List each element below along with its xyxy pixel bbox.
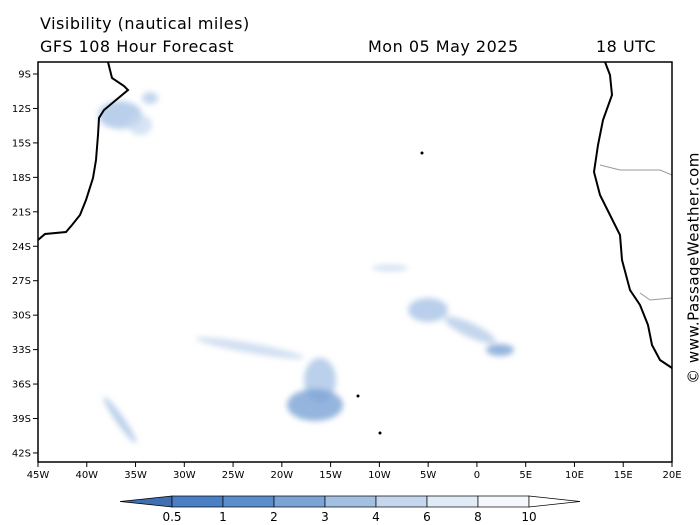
date: Mon 05 May 2025 xyxy=(368,37,519,56)
map-frame xyxy=(37,61,673,463)
lat-label: 27S xyxy=(12,276,31,287)
lon-label: 0 xyxy=(474,470,480,481)
coastline-south-america xyxy=(38,62,130,241)
lat-label: 30S xyxy=(12,311,31,322)
lat-label: 12S xyxy=(12,104,31,115)
lon-label: 10E xyxy=(565,470,584,481)
border xyxy=(639,292,672,301)
island xyxy=(356,394,360,398)
legend: 0.5 1 2 3 4 6 8 10 xyxy=(119,495,581,524)
watermark: © www.PassageWeather.com xyxy=(685,152,700,384)
lat-label: 9S xyxy=(18,70,31,81)
lat-label: 21S xyxy=(12,207,31,218)
legend-swatch xyxy=(222,495,275,508)
lon-label: 45W xyxy=(27,470,50,481)
legend-swatch xyxy=(477,495,530,508)
fog-patches xyxy=(98,92,514,444)
legend-swatch xyxy=(426,495,479,508)
lon-label: 40W xyxy=(75,470,98,481)
lon-label: 5W xyxy=(420,470,436,481)
legend-arrow-right xyxy=(528,495,581,508)
lat-label: 33S xyxy=(12,345,31,356)
legend-label: 6 xyxy=(423,510,431,524)
axis-ticks: 9S 12S 15S 18S 21S 24S 27S 30S 33S 36S 39S 42S 45W 40… xyxy=(12,70,682,482)
border xyxy=(599,164,672,176)
lon-label: 30W xyxy=(173,470,196,481)
lat-label: 39S xyxy=(12,414,31,425)
lon-label: 10W xyxy=(368,470,391,481)
legend-arrow-left xyxy=(119,495,173,508)
legend-label: 10 xyxy=(521,510,536,524)
lat-label: 36S xyxy=(12,380,31,391)
lat-label: 42S xyxy=(12,448,31,459)
subtitle: GFS 108 Hour Forecast xyxy=(40,37,234,56)
legend-label: 1 xyxy=(219,510,227,524)
lat-label: 15S xyxy=(12,138,31,149)
legend-label: 0.5 xyxy=(162,510,181,524)
lat-label: 18S xyxy=(12,173,31,184)
legend-swatch xyxy=(324,495,377,508)
island xyxy=(378,431,382,435)
lon-label: 15E xyxy=(614,470,633,481)
lon-label: 5E xyxy=(519,470,532,481)
lon-label: 35W xyxy=(124,470,147,481)
legend-swatch xyxy=(375,495,428,508)
legend-label: 2 xyxy=(270,510,278,524)
legend-label: 3 xyxy=(321,510,329,524)
title: Visibility (nautical miles) xyxy=(40,14,250,33)
coastline-africa xyxy=(592,62,672,369)
lon-label: 20W xyxy=(271,470,294,481)
legend-swatch xyxy=(171,495,224,508)
island xyxy=(420,151,424,155)
legend-label: 8 xyxy=(474,510,482,524)
lat-label: 24S xyxy=(12,242,31,253)
legend-label: 4 xyxy=(372,510,380,524)
lon-label: 15W xyxy=(319,470,342,481)
legend-swatch xyxy=(273,495,326,508)
lon-label: 20E xyxy=(662,470,681,481)
lon-label: 25W xyxy=(222,470,245,481)
map-area xyxy=(38,62,672,462)
time: 18 UTC xyxy=(596,37,656,56)
